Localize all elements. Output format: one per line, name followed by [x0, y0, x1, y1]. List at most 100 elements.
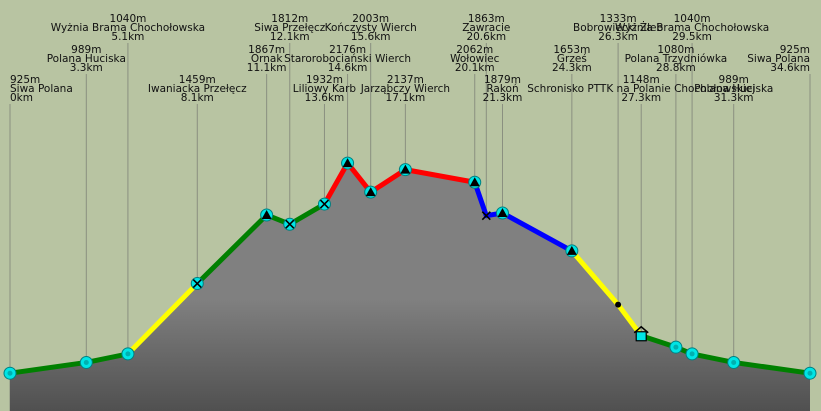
marker-hut	[633, 325, 649, 342]
point-name: Wyżnia Brama Chochołowska	[51, 22, 205, 34]
marker-peak	[341, 156, 355, 170]
point-name: Siwa Polana	[10, 83, 73, 95]
marker-circle	[669, 340, 683, 354]
marker-part	[7, 370, 13, 376]
point-name: Grześ	[557, 53, 587, 65]
marker-peak	[260, 208, 274, 222]
trail-segment	[368, 167, 408, 195]
marker-part	[342, 158, 353, 168]
distance-label: 34.6km	[770, 62, 810, 74]
trail-segment	[287, 201, 327, 227]
point-name: Rakoń	[486, 83, 518, 95]
point-name: Siwa Przełęcz	[254, 22, 326, 34]
point-name: Bobrowiecki Żleb	[573, 21, 663, 34]
distance-label: 20.6km	[466, 31, 506, 43]
marker-cross	[481, 211, 491, 221]
trail-segment	[125, 281, 200, 357]
marker-part	[615, 301, 622, 308]
marker-part	[365, 187, 376, 197]
point-name: Iwaniacka Przełęcz	[148, 83, 247, 95]
marker-part	[481, 211, 491, 221]
elevation-label: 1040m	[109, 13, 146, 25]
marker-circle	[803, 366, 817, 380]
point-name: Wyżnia Brama Chochołowska	[615, 22, 769, 34]
elevation-label: 1040m	[674, 13, 711, 25]
distance-label: 3.3km	[70, 62, 103, 74]
elevation-label: 1867m	[248, 44, 285, 56]
distance-label: 8.1km	[181, 92, 214, 104]
elevation-label: 2176m	[329, 44, 366, 56]
point-name: Polana Trzydniówka	[625, 53, 728, 65]
marker-part	[566, 245, 577, 255]
elevation-label: 2137m	[387, 74, 424, 86]
distance-label: 14.6km	[328, 62, 368, 74]
trail-segment	[321, 160, 351, 207]
elevation-label: 925m	[780, 44, 810, 56]
elevation-label: 1863m	[468, 13, 505, 25]
elevation-label: 1932m	[306, 74, 343, 86]
marker-peak	[495, 206, 509, 220]
elevation-label: 1080m	[657, 44, 694, 56]
distance-label: 11.1km	[247, 62, 287, 74]
marker-circle	[685, 347, 699, 361]
trail-segment	[499, 210, 575, 254]
distance-label: 5.1km	[111, 31, 144, 43]
point-name: Starorobociański Wierch	[284, 53, 411, 65]
point-name: Ornak	[251, 53, 283, 65]
marker-circle	[79, 355, 93, 369]
distance-label: 12.1km	[270, 31, 310, 43]
marker-part	[83, 359, 89, 365]
elevation-label: 1812m	[271, 13, 308, 25]
marker-part	[731, 359, 737, 365]
trail-segment	[731, 359, 813, 376]
trail-segment	[194, 212, 270, 287]
distance-label: 28.8km	[656, 62, 696, 74]
marker-pass	[283, 217, 297, 231]
marker-part	[633, 325, 649, 334]
marker-pass	[190, 277, 204, 291]
distance-label: 15.6km	[351, 31, 391, 43]
marker-part	[689, 351, 695, 357]
marker-circle	[3, 366, 17, 380]
point-name: Siwa Polana	[747, 53, 810, 65]
marker-part	[635, 331, 647, 342]
marker-part	[400, 164, 411, 174]
marker-pass	[317, 197, 331, 211]
marker-part	[807, 370, 813, 376]
marker-peak	[364, 185, 378, 199]
point-name: Polana Huciska	[47, 53, 126, 65]
elevation-label: 1653m	[553, 44, 590, 56]
elevation-label: 1459m	[179, 74, 216, 86]
elevation-label: 2062m	[456, 44, 493, 56]
distance-label: 21.3km	[483, 92, 523, 104]
marker-part	[192, 278, 202, 289]
distance-label: 0km	[10, 92, 33, 104]
marker-peak	[565, 244, 579, 258]
trail-segment	[83, 351, 131, 365]
elevation-label: 1879m	[484, 74, 521, 86]
distance-label: 27.3km	[621, 92, 661, 104]
point-name: Liliowy Karb	[293, 83, 357, 95]
trail-segment	[7, 359, 89, 376]
marker-part	[469, 177, 480, 187]
distance-label: 20.1km	[455, 62, 495, 74]
elevation-label: 1148m	[623, 74, 660, 86]
distance-label: 17.1km	[386, 92, 426, 104]
marker-circle	[727, 355, 741, 369]
marker-part	[673, 344, 679, 350]
marker-peak	[468, 175, 482, 189]
marker-part	[497, 207, 508, 217]
marker-part	[285, 219, 295, 229]
marker-peak	[398, 163, 412, 177]
distance-label: 13.6km	[305, 92, 345, 104]
elevation-label: 2003m	[352, 13, 389, 25]
point-name: Kończysty Wierch	[325, 22, 417, 34]
elevation-label: 1333m	[600, 13, 637, 25]
elevation-label: 989m	[719, 74, 749, 86]
marker-part	[261, 209, 272, 219]
distance-label: 29.5km	[672, 31, 712, 43]
marker-part	[125, 351, 131, 357]
point-name: Zawracie	[462, 22, 510, 34]
trail-segment	[569, 248, 621, 308]
